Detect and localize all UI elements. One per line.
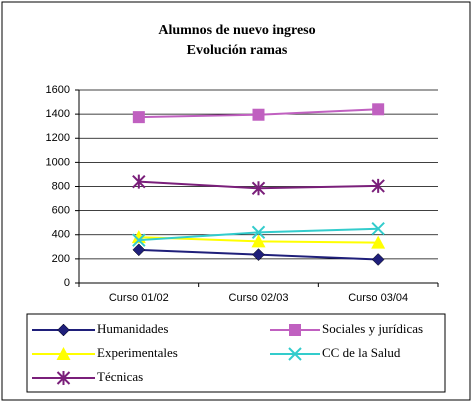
x-tick-label: Curso 01/02 [109,292,169,304]
data-point [371,235,386,249]
y-tick-label: 1600 [46,84,70,96]
data-point [252,248,265,262]
y-tick-label: 400 [52,229,70,241]
legend-marker [57,323,70,337]
y-tick-label: 1000 [46,156,70,168]
chart-title: Alumnos de nuevo ingreso [158,23,315,38]
legend-marker [288,347,302,361]
data-point [372,103,385,116]
data-point [251,225,266,240]
x-tick-label: Curso 03/04 [348,292,408,304]
data-point [371,222,385,236]
data-point [252,108,265,121]
legend-label: Humanidades [97,321,168,336]
legend-label: Técnicas [97,369,143,384]
data-point [371,253,385,266]
y-tick-label: 1200 [46,132,70,144]
legend-marker [56,347,71,360]
legend-marker [56,371,71,385]
legend-marker [289,324,301,336]
data-point [251,181,266,196]
data-point [132,111,145,124]
y-tick-label: 600 [52,205,70,217]
chart-subtitle: Evolución ramas [187,43,288,58]
y-tick-label: 200 [52,253,70,265]
data-point [251,234,266,248]
legend-label: Experimentales [97,345,178,360]
data-point [132,233,146,247]
data-point [371,178,385,193]
y-tick-label: 800 [52,180,70,192]
x-tick-label: Curso 02/03 [229,292,289,304]
legend-box [26,313,446,393]
y-tick-label: 0 [64,277,70,289]
data-point [132,174,146,189]
data-point [132,243,146,257]
legend-label: CC de la Salud [322,345,401,360]
legend-label: Sociales y jurídicas [322,321,423,336]
y-tick-label: 1400 [46,108,70,120]
